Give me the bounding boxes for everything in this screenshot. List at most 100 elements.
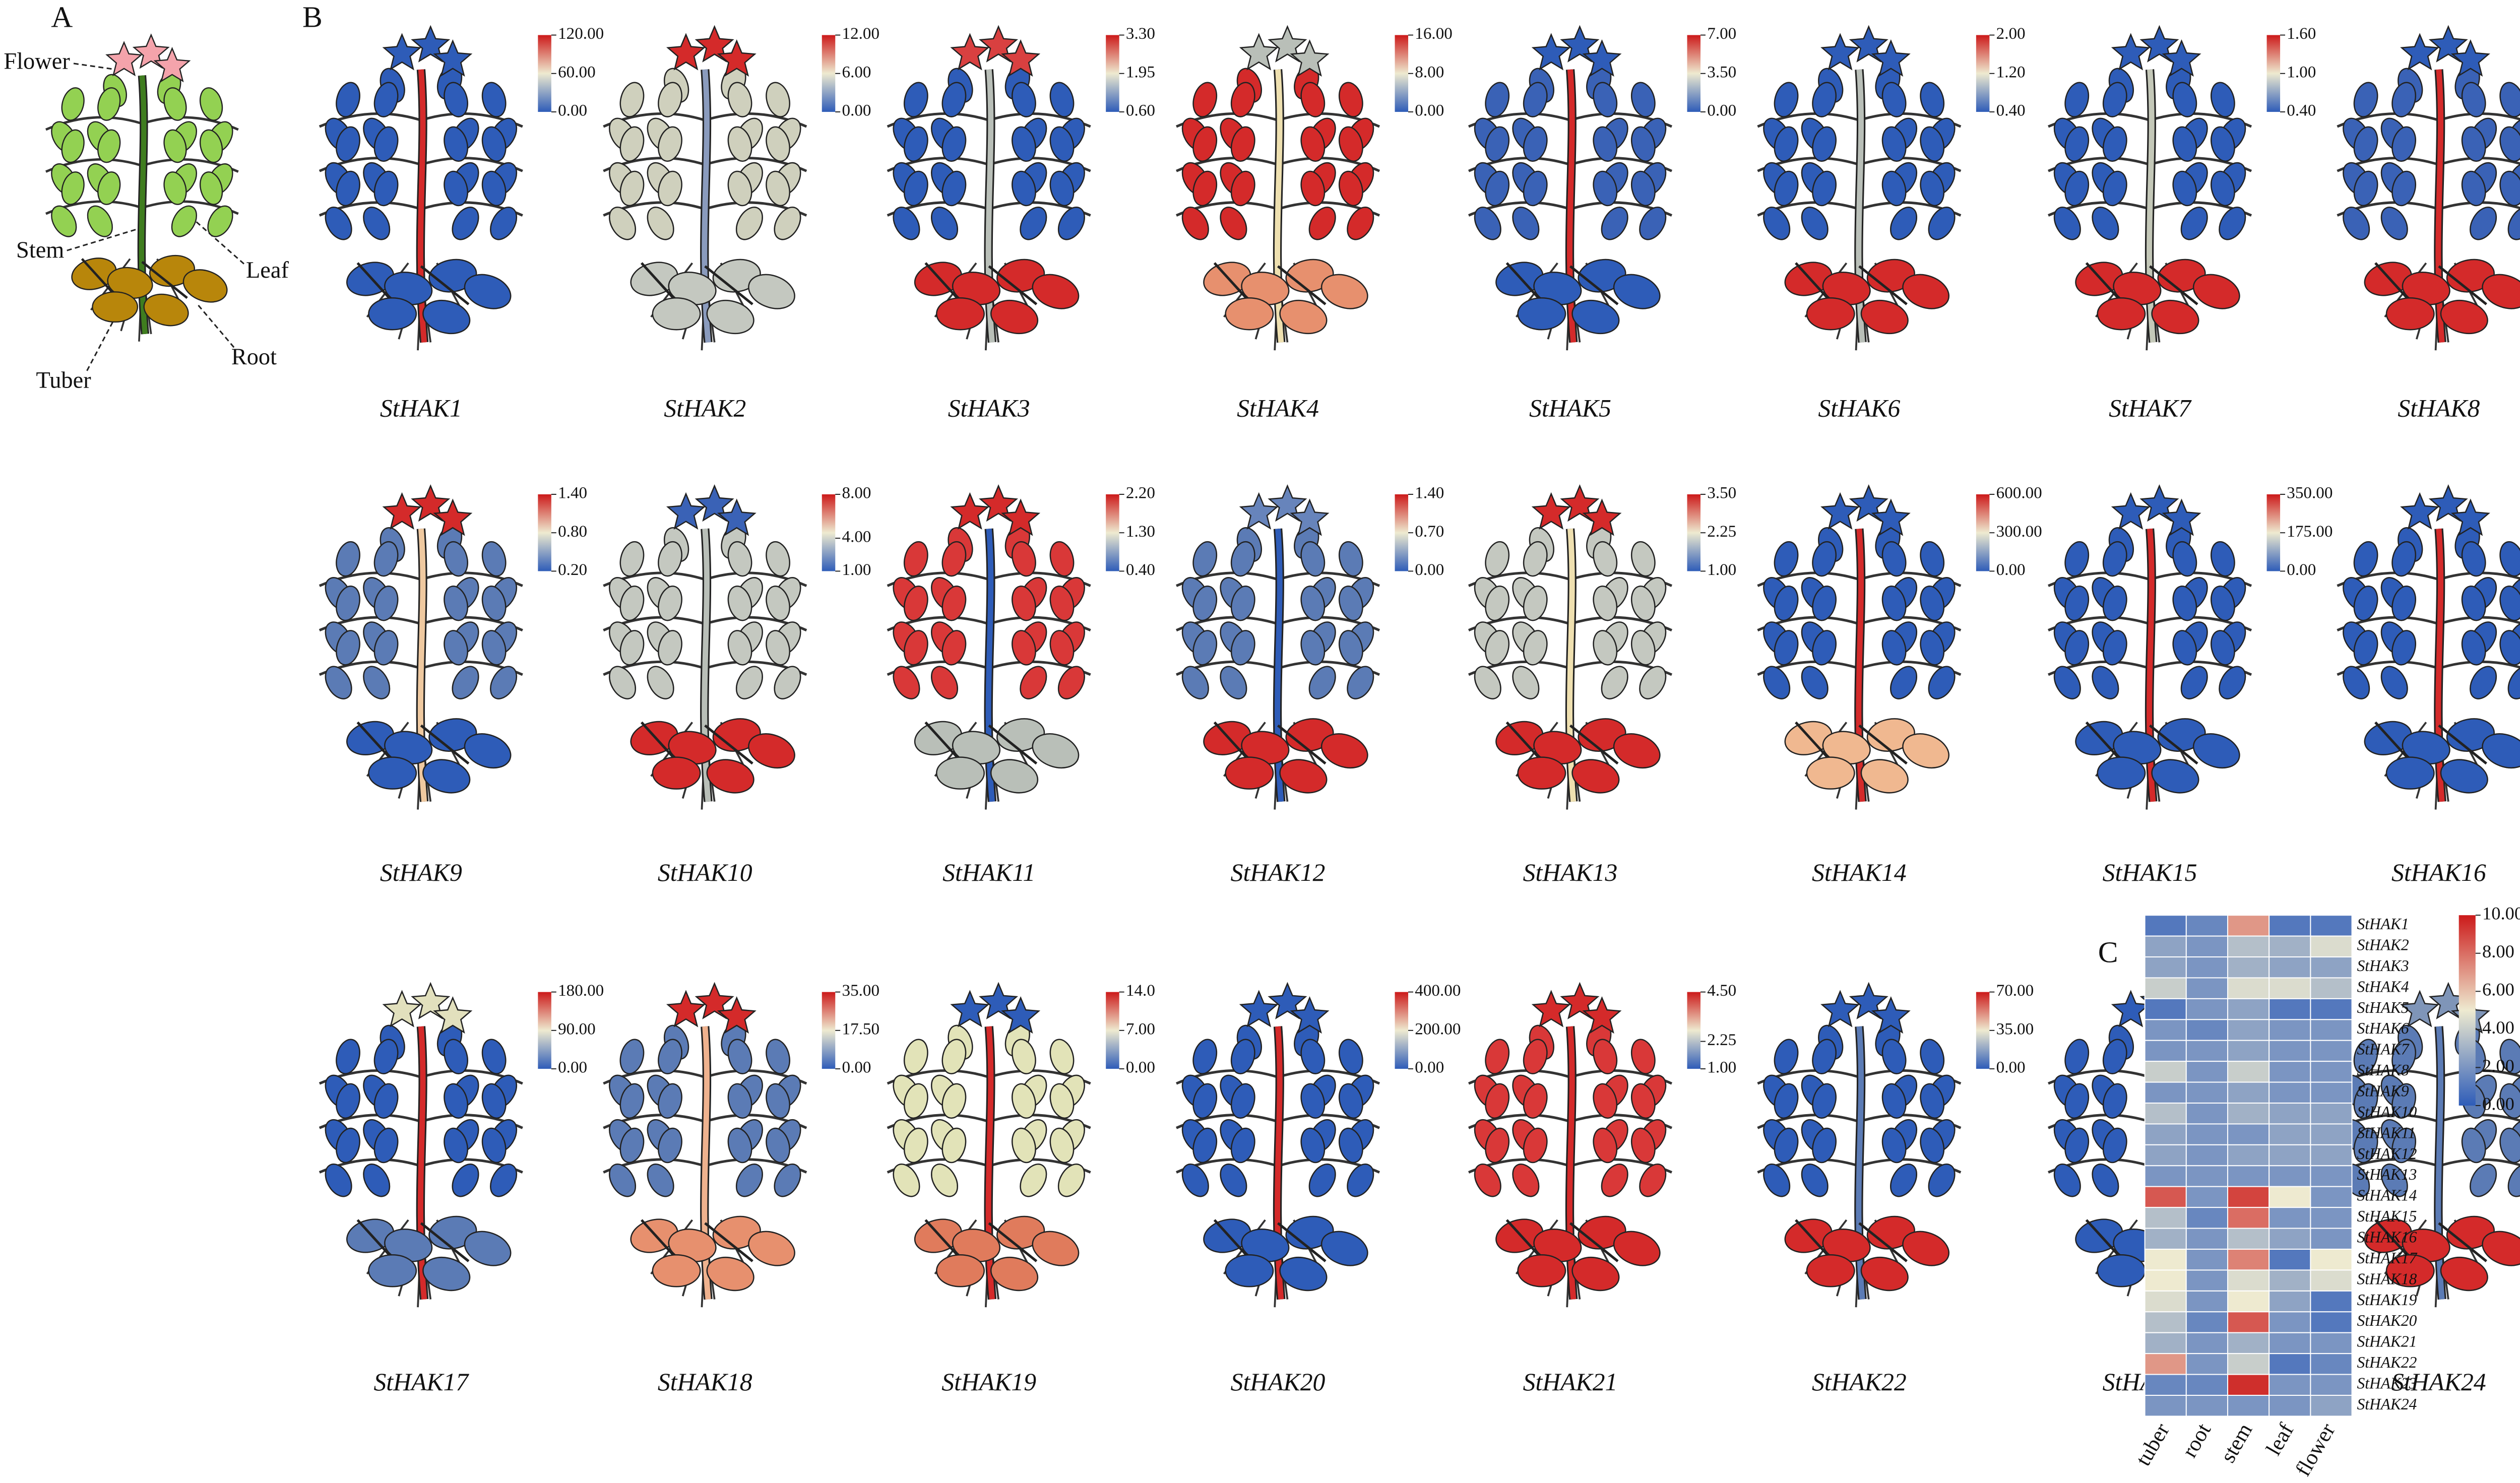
leaf: [452, 207, 479, 240]
colorbar-tick-label: 350.00: [2287, 484, 2333, 502]
plant: [603, 25, 807, 351]
leaf: [1485, 630, 1510, 666]
leaf: [1774, 630, 1799, 666]
tuber: [1784, 262, 1833, 296]
leaf: [1339, 1039, 1363, 1074]
leaf: [2380, 1164, 2408, 1197]
gene-label: StHAK21: [1523, 1368, 1618, 1396]
leaf: [336, 1083, 360, 1119]
leaf: [1763, 207, 1791, 240]
leaf: [1920, 1083, 1945, 1119]
stolon: [2438, 1222, 2487, 1262]
leaf: [903, 630, 928, 666]
leaf: [336, 586, 360, 621]
heatmap-cell: [2310, 1249, 2353, 1271]
leaf: [1057, 207, 1085, 240]
leaf: [1774, 82, 1799, 117]
leaf: [200, 129, 223, 163]
heatmap-cell: [2269, 1061, 2311, 1083]
heatmap-cell: [2144, 1019, 2187, 1041]
leaf: [2499, 541, 2520, 577]
leaf: [1523, 586, 1548, 621]
leaf: [1889, 207, 1918, 240]
branch: [2438, 201, 2520, 211]
leaf: [2219, 666, 2246, 699]
heatmap-cell: [2310, 1186, 2353, 1208]
leaf: [1523, 630, 1548, 666]
stolon: [1213, 721, 1247, 758]
heatmap-cell: [2227, 1228, 2270, 1250]
leaf: [727, 82, 752, 117]
leaf: [2102, 1039, 2127, 1074]
leaf: [2064, 82, 2090, 117]
leaf: [2102, 82, 2127, 117]
flower: [2162, 498, 2201, 536]
row-label: StHAK10: [2357, 1103, 2417, 1121]
heatmap-cell: [2144, 1290, 2187, 1313]
leaf: [481, 170, 507, 207]
plant: [1757, 484, 1962, 810]
tuber: [2192, 274, 2240, 309]
flower: [695, 25, 734, 62]
tuber: [630, 1218, 678, 1253]
tuber: [71, 257, 117, 290]
row-label: StHAK23: [2357, 1375, 2417, 1392]
leaf: [1012, 170, 1036, 207]
stolon: [1858, 724, 1908, 765]
leaf: [1801, 207, 1829, 240]
leaf: [2499, 126, 2520, 162]
tuber: [1203, 262, 1251, 296]
heatmap-cell: [2185, 1081, 2228, 1104]
stolon: [2374, 262, 2408, 299]
tuber: [1032, 1231, 1080, 1266]
heatmap-cell: [2144, 998, 2187, 1020]
leaf: [2343, 666, 2370, 699]
flower: [1531, 990, 1571, 1027]
leaf: [941, 82, 967, 117]
heatmap-cell: [2185, 977, 2228, 999]
leaf: [2172, 541, 2197, 577]
gene-label: StHAK5: [1529, 395, 1611, 422]
leaf: [1012, 126, 1036, 162]
leaf: [1300, 541, 1326, 577]
leaf: [1881, 630, 1907, 666]
leaf: [2219, 207, 2246, 240]
heatmap-cell: [2185, 1290, 2228, 1313]
colorbar: [1687, 494, 1701, 571]
leaf: [2064, 170, 2090, 207]
tuber: [652, 297, 701, 331]
leaf: [1012, 630, 1036, 666]
leaf: [2507, 207, 2520, 240]
flower: [1239, 492, 1279, 530]
heatmap-cell: [2227, 1040, 2270, 1062]
leaf: [2092, 1164, 2119, 1197]
colorbar-tick-label: 1.00: [1707, 1058, 1736, 1077]
flower: [411, 982, 451, 1019]
leaf: [903, 541, 928, 577]
stolon: [1505, 721, 1540, 758]
tuber: [2440, 299, 2488, 335]
colorbar-tick-label: 4.00: [842, 528, 871, 546]
tuber: [748, 274, 795, 309]
leader-lines: [67, 62, 245, 371]
plant: [603, 982, 807, 1308]
leaf: [2499, 1039, 2520, 1074]
leaf: [1049, 541, 1075, 577]
leaf: [1192, 82, 1218, 117]
leaf: [97, 171, 121, 205]
leaf: [2391, 1127, 2416, 1164]
leaf: [647, 1164, 674, 1197]
tuber: [1032, 274, 1080, 309]
plant: [319, 484, 523, 810]
flower: [1820, 492, 1860, 530]
flower: [433, 996, 473, 1034]
flower: [1001, 39, 1041, 77]
leaf: [2507, 666, 2520, 699]
tuber: [1860, 759, 1909, 794]
row-label: StHAK24: [2357, 1395, 2417, 1413]
leaf: [727, 1039, 752, 1074]
stolon: [420, 265, 470, 305]
leaf: [2380, 666, 2408, 699]
leaf: [1300, 586, 1326, 621]
colorbar-tick-label: 0.00: [1707, 101, 1736, 120]
